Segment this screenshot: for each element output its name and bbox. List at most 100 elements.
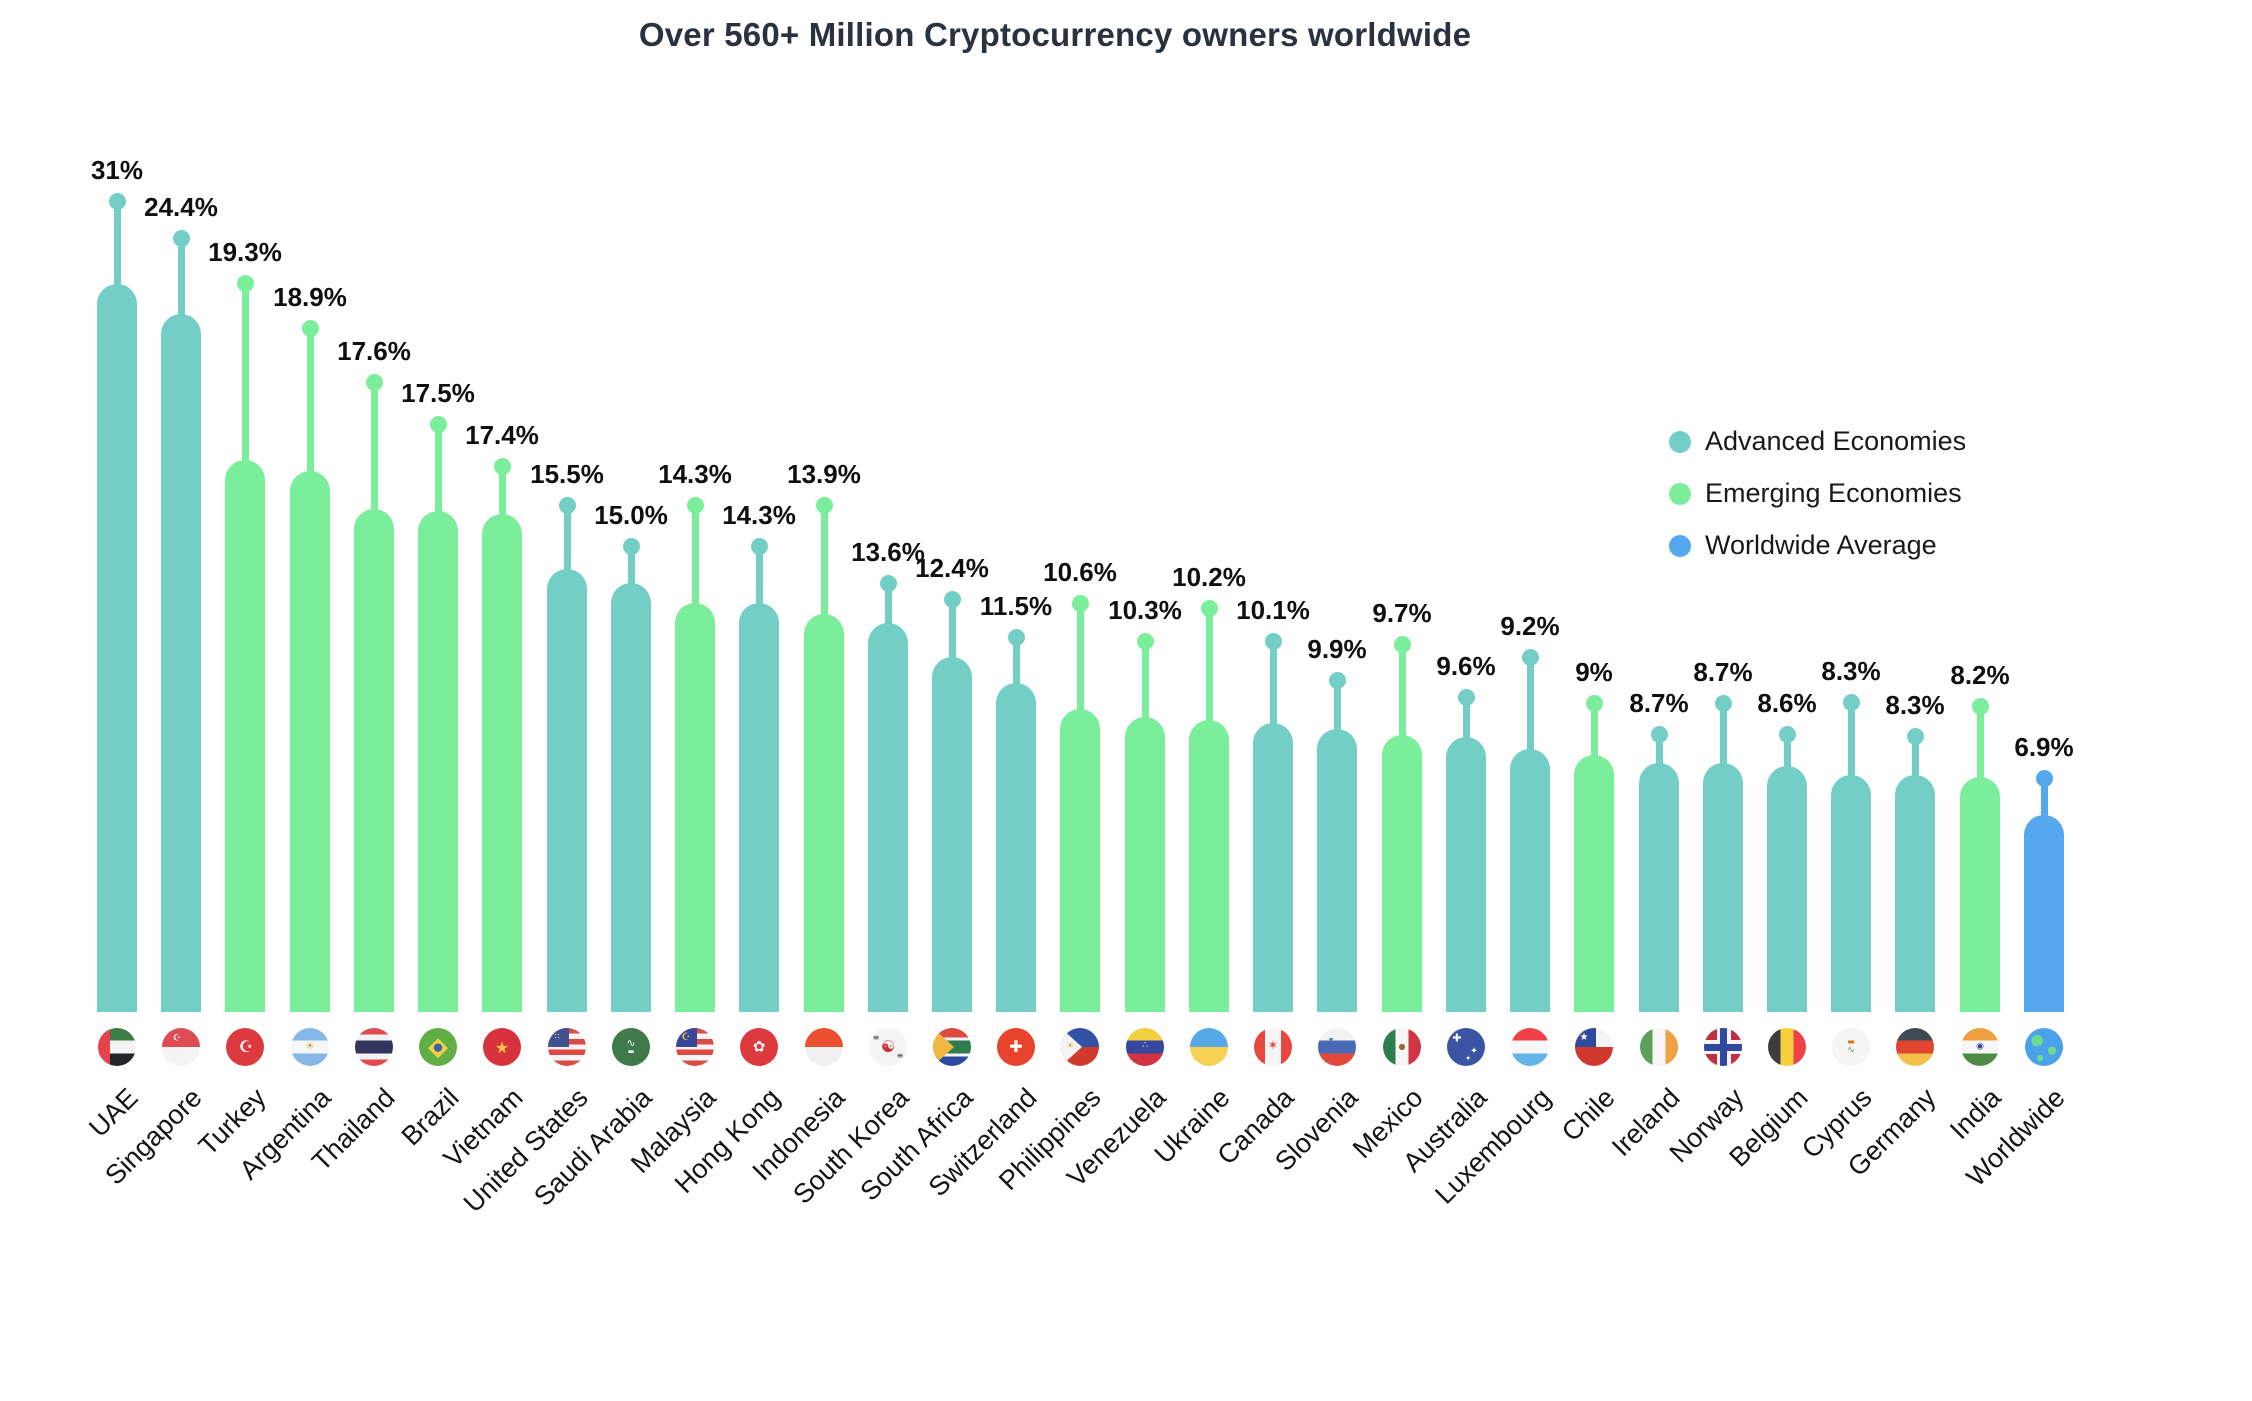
legend-item-worldwide: Worldwide Average [1669, 530, 1966, 561]
lollipop-dot-india [1971, 697, 1989, 715]
lollipop-stick-malaysia [691, 505, 699, 617]
value-label-venezuela: 10.3% [1108, 595, 1182, 625]
flag-emblem: ✦ [1465, 1054, 1471, 1063]
value-label-indonesia: 13.9% [787, 459, 861, 489]
lollipop-stick-vietnam [498, 466, 506, 528]
flag-emblem: ✿ [752, 1037, 766, 1056]
bar-thailand [354, 509, 394, 1012]
bar-hong-kong [739, 603, 779, 1012]
value-label-cyprus: 8.3% [1821, 656, 1881, 686]
bar-brazil [418, 511, 458, 1012]
lollipop-dot-germany [1906, 727, 1924, 745]
flag-saudi-arabia-icon: ∿ ▬ [612, 1028, 650, 1066]
value-label-turkey: 19.3% [208, 237, 282, 267]
lollipop-dot-venezuela [1136, 632, 1154, 650]
flag-emblem: ● [1398, 1042, 1406, 1051]
value-label-luxembourg: 9.2% [1500, 611, 1560, 641]
value-label-malaysia: 14.3% [658, 459, 732, 489]
flag-india-icon: ◉ [1961, 1028, 1999, 1066]
lollipop-stick-mexico [1398, 644, 1406, 749]
value-label-mexico: 9.7% [1372, 598, 1432, 628]
bar-philippines [1060, 709, 1100, 1012]
flag-emblem: ◉ [1976, 1041, 1984, 1052]
lollipop-stick-australia [1462, 697, 1470, 751]
emerging-economies-dot-icon [1669, 482, 1691, 505]
lollipop-dot-slovenia [1328, 671, 1346, 689]
flag-united-states-icon: ∷ [548, 1028, 586, 1066]
flag-switzerland-icon: ✚ [997, 1028, 1035, 1066]
value-label-south-korea: 13.6% [851, 537, 925, 567]
flag-emblem: ☯ [880, 1037, 896, 1056]
lollipop-dot-brazil [429, 415, 447, 433]
flag-australia-icon: ✚ ✦ ✦ [1447, 1028, 1485, 1066]
value-label-argentina: 18.9% [273, 282, 347, 312]
lollipop-dot-switzerland [1007, 628, 1025, 646]
bar-united-states [547, 569, 587, 1012]
flag-chile-icon: ★ [1575, 1028, 1613, 1066]
flag-emblem: ★ [1579, 1032, 1589, 1043]
lollipop-dot-united-states [558, 496, 576, 514]
lollipop-stick-germany [1911, 736, 1919, 789]
value-label-ireland: 8.7% [1629, 688, 1689, 718]
flag-indonesia-icon [805, 1028, 843, 1066]
bar-ukraine [1189, 720, 1229, 1012]
value-label-hong-kong: 14.3% [722, 500, 796, 530]
flag-emblem: ● [2036, 1053, 2044, 1062]
lollipop-stick-india [1976, 706, 1984, 791]
value-label-thailand: 17.6% [337, 336, 411, 366]
value-label-united-states: 15.5% [530, 459, 604, 489]
lollipop-stick-ukraine [1205, 608, 1213, 734]
flag-south-africa-icon [933, 1028, 971, 1066]
value-label-brazil: 17.5% [401, 378, 475, 408]
lollipop-dot-chile [1585, 694, 1603, 712]
flag-emblem: ✦ [1470, 1046, 1478, 1057]
lollipop-stick-cyprus [1847, 702, 1855, 789]
lollipop-dot-worldwide [2035, 769, 2053, 787]
bar-venezuela [1125, 717, 1165, 1012]
bar-cyprus [1831, 775, 1871, 1012]
lollipop-stick-saudi-arabia [627, 546, 635, 597]
bar-south-africa [932, 657, 972, 1012]
flag-ukraine-icon [1190, 1028, 1228, 1066]
chart-title: Over 560+ Million Cryptocurrency owners … [638, 16, 1472, 53]
value-label-slovenia: 9.9% [1307, 634, 1367, 664]
flag-germany-icon [1896, 1028, 1934, 1066]
lollipop-stick-luxembourg [1526, 657, 1534, 763]
flag-left-band [98, 1028, 111, 1066]
legend-label-emerging: Emerging Economies [1705, 478, 1962, 508]
lollipop-stick-venezuela [1141, 641, 1149, 731]
lollipop-stick-slovenia [1333, 680, 1341, 743]
flag-slovenia-icon: ▼ [1318, 1028, 1356, 1066]
lollipop-dot-argentina [301, 319, 319, 337]
lollipop-stick-ireland [1655, 734, 1663, 777]
lollipop-stick-indonesia [820, 505, 828, 628]
flag-uae-icon [98, 1028, 136, 1066]
value-label-chile: 9% [1575, 657, 1613, 687]
lollipop-dot-luxembourg [1521, 648, 1539, 666]
flag-emblem: ☪ [172, 1033, 182, 1044]
flag-vietnam-icon: ★ [483, 1028, 521, 1066]
lollipop-stick-united-states [563, 505, 571, 583]
lollipop-stick-argentina [306, 328, 314, 485]
flag-emblem: ∿ [626, 1036, 636, 1050]
flag-belgium-icon [1768, 1028, 1806, 1066]
advanced-economies-dot-icon [1669, 430, 1691, 453]
value-label-philippines: 10.6% [1043, 557, 1117, 587]
bar-luxembourg [1510, 749, 1550, 1012]
lollipop-stick-turkey [241, 283, 249, 474]
lollipop-dot-australia [1457, 688, 1475, 706]
flag-emblem: ≡ [872, 1033, 880, 1042]
flag-emblem: ✚ [1452, 1031, 1462, 1045]
value-label-belgium: 8.6% [1757, 688, 1817, 718]
flag-south-korea-icon: ☯ ≡ ≡ [869, 1028, 907, 1066]
bar-turkey [225, 460, 265, 1012]
flag-ireland-icon [1640, 1028, 1678, 1066]
flag-emblem: ✚ [1009, 1037, 1023, 1056]
bar-slovenia [1317, 729, 1357, 1012]
lollipop-stick-brazil [434, 424, 442, 525]
value-label-norway: 8.7% [1693, 657, 1753, 687]
bar-india [1960, 777, 2000, 1012]
lollipop-dot-singapore [172, 229, 190, 247]
lollipop-stick-worldwide [2040, 778, 2048, 829]
flag-emblem: ● [433, 1040, 443, 1054]
